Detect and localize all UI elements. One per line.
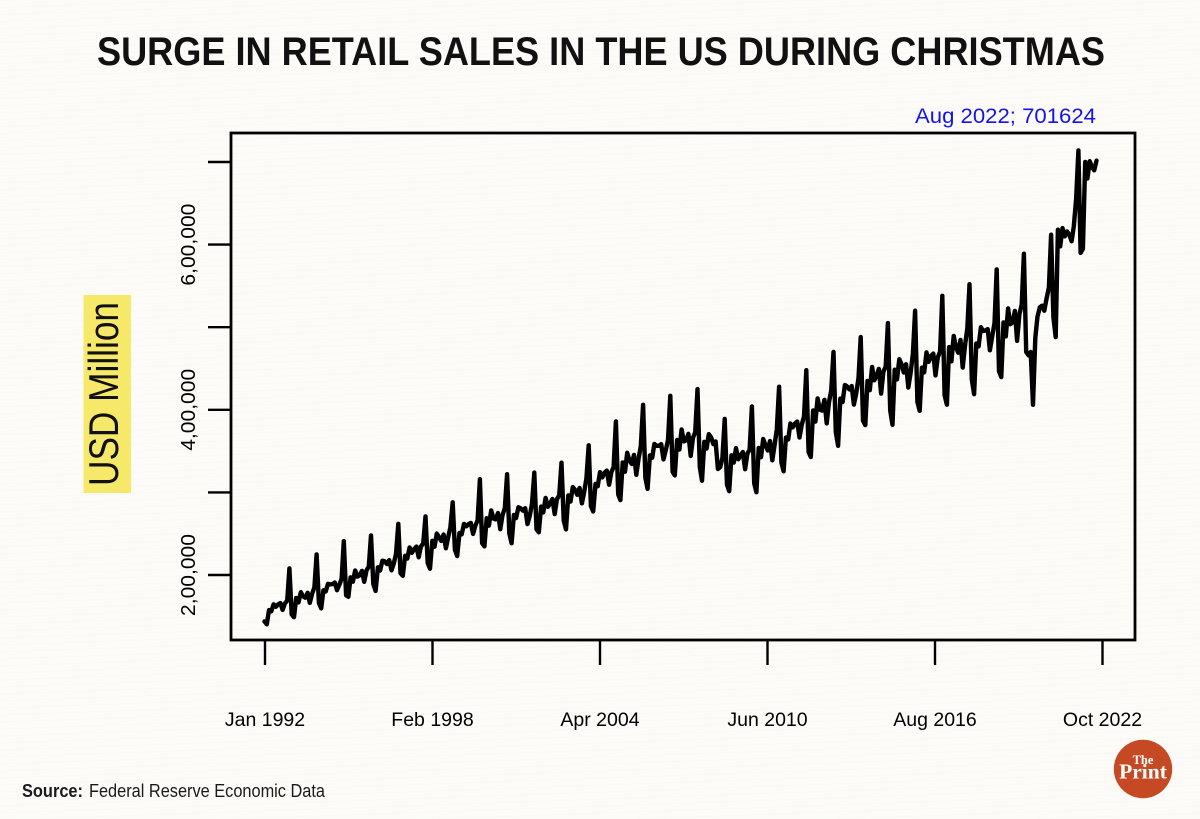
svg-text:Aug 2016: Aug 2016 <box>893 709 977 731</box>
svg-text:Jun 2010: Jun 2010 <box>727 709 807 731</box>
svg-text:Print: Print <box>1119 760 1168 784</box>
svg-text:Feb 1998: Feb 1998 <box>391 709 473 731</box>
svg-text:Source:: Source: <box>22 780 83 801</box>
svg-text:Federal Reserve Economic Data: Federal Reserve Economic Data <box>89 780 326 801</box>
svg-text:USD Million: USD Million <box>80 302 127 486</box>
svg-text:Apr 2004: Apr 2004 <box>560 709 639 731</box>
svg-text:4,00,000: 4,00,000 <box>177 369 200 451</box>
svg-text:6,00,000: 6,00,000 <box>177 204 200 286</box>
svg-text:2,00,000: 2,00,000 <box>177 534 200 616</box>
svg-text:SURGE IN RETAIL SALES IN THE U: SURGE IN RETAIL SALES IN THE US DURING C… <box>97 30 1105 74</box>
svg-text:Oct 2022: Oct 2022 <box>1063 709 1142 731</box>
svg-text:The: The <box>1133 753 1154 767</box>
svg-text:Aug 2022; 701624: Aug 2022; 701624 <box>915 104 1096 128</box>
svg-text:Jan 1992: Jan 1992 <box>225 709 305 731</box>
